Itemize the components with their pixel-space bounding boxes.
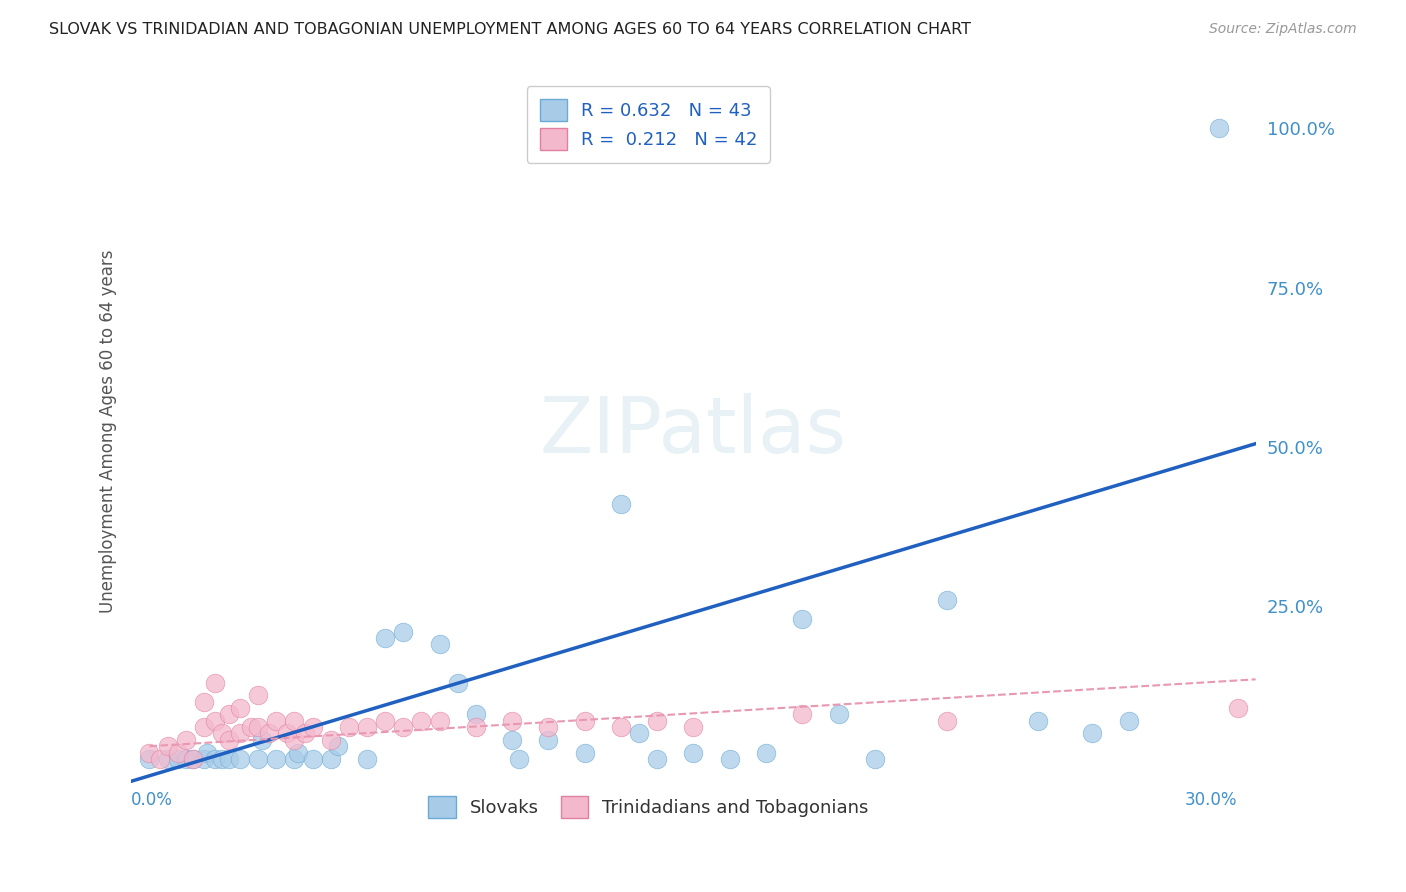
- Point: [574, 746, 596, 760]
- Point: [337, 720, 360, 734]
- Point: [755, 746, 778, 760]
- Point: [501, 732, 523, 747]
- Point: [283, 714, 305, 728]
- Point: [682, 720, 704, 734]
- Text: ZIPatlas: ZIPatlas: [540, 393, 846, 469]
- Point: [181, 752, 204, 766]
- Point: [149, 752, 172, 766]
- Point: [287, 746, 309, 760]
- Point: [174, 732, 197, 747]
- Point: [447, 675, 470, 690]
- Point: [1208, 121, 1230, 136]
- Point: [501, 714, 523, 728]
- Point: [356, 752, 378, 766]
- Point: [610, 497, 633, 511]
- Point: [508, 752, 530, 766]
- Point: [792, 612, 814, 626]
- Point: [247, 688, 270, 702]
- Point: [301, 720, 323, 734]
- Point: [218, 732, 240, 747]
- Point: [319, 752, 342, 766]
- Point: [156, 752, 179, 766]
- Point: [1226, 701, 1249, 715]
- Point: [574, 714, 596, 728]
- Point: [218, 707, 240, 722]
- Point: [1118, 714, 1140, 728]
- Point: [356, 720, 378, 734]
- Point: [863, 752, 886, 766]
- Point: [374, 714, 396, 728]
- Point: [429, 637, 451, 651]
- Legend: Slovaks, Trinidadians and Tobagonians: Slovaks, Trinidadians and Tobagonians: [422, 789, 876, 825]
- Point: [411, 714, 433, 728]
- Point: [247, 720, 270, 734]
- Point: [138, 746, 160, 760]
- Point: [218, 752, 240, 766]
- Point: [537, 732, 560, 747]
- Point: [936, 714, 959, 728]
- Point: [283, 752, 305, 766]
- Point: [610, 720, 633, 734]
- Text: Source: ZipAtlas.com: Source: ZipAtlas.com: [1209, 22, 1357, 37]
- Point: [628, 726, 651, 740]
- Point: [167, 746, 190, 760]
- Point: [239, 720, 262, 734]
- Point: [257, 726, 280, 740]
- Point: [682, 746, 704, 760]
- Point: [211, 726, 233, 740]
- Point: [464, 707, 486, 722]
- Point: [276, 726, 298, 740]
- Point: [181, 752, 204, 766]
- Point: [204, 752, 226, 766]
- Point: [936, 592, 959, 607]
- Y-axis label: Unemployment Among Ages 60 to 64 years: Unemployment Among Ages 60 to 64 years: [100, 249, 117, 613]
- Point: [229, 752, 252, 766]
- Point: [464, 720, 486, 734]
- Text: 0.0%: 0.0%: [131, 791, 173, 809]
- Point: [301, 752, 323, 766]
- Point: [645, 752, 668, 766]
- Point: [1081, 726, 1104, 740]
- Point: [204, 714, 226, 728]
- Point: [138, 752, 160, 766]
- Point: [211, 752, 233, 766]
- Point: [392, 624, 415, 639]
- Point: [247, 752, 270, 766]
- Point: [193, 752, 215, 766]
- Point: [156, 739, 179, 754]
- Point: [266, 714, 288, 728]
- Point: [319, 732, 342, 747]
- Point: [1026, 714, 1049, 728]
- Point: [197, 746, 219, 760]
- Point: [229, 701, 252, 715]
- Point: [174, 752, 197, 766]
- Text: SLOVAK VS TRINIDADIAN AND TOBAGONIAN UNEMPLOYMENT AMONG AGES 60 TO 64 YEARS CORR: SLOVAK VS TRINIDADIAN AND TOBAGONIAN UNE…: [49, 22, 972, 37]
- Point: [718, 752, 741, 766]
- Point: [167, 752, 190, 766]
- Point: [429, 714, 451, 728]
- Point: [326, 739, 349, 754]
- Point: [645, 714, 668, 728]
- Point: [250, 732, 273, 747]
- Point: [792, 707, 814, 722]
- Point: [827, 707, 849, 722]
- Point: [294, 726, 316, 740]
- Point: [392, 720, 415, 734]
- Point: [229, 726, 252, 740]
- Point: [283, 732, 305, 747]
- Point: [193, 695, 215, 709]
- Text: 30.0%: 30.0%: [1185, 791, 1237, 809]
- Point: [266, 752, 288, 766]
- Point: [193, 720, 215, 734]
- Point: [204, 675, 226, 690]
- Point: [537, 720, 560, 734]
- Point: [374, 631, 396, 645]
